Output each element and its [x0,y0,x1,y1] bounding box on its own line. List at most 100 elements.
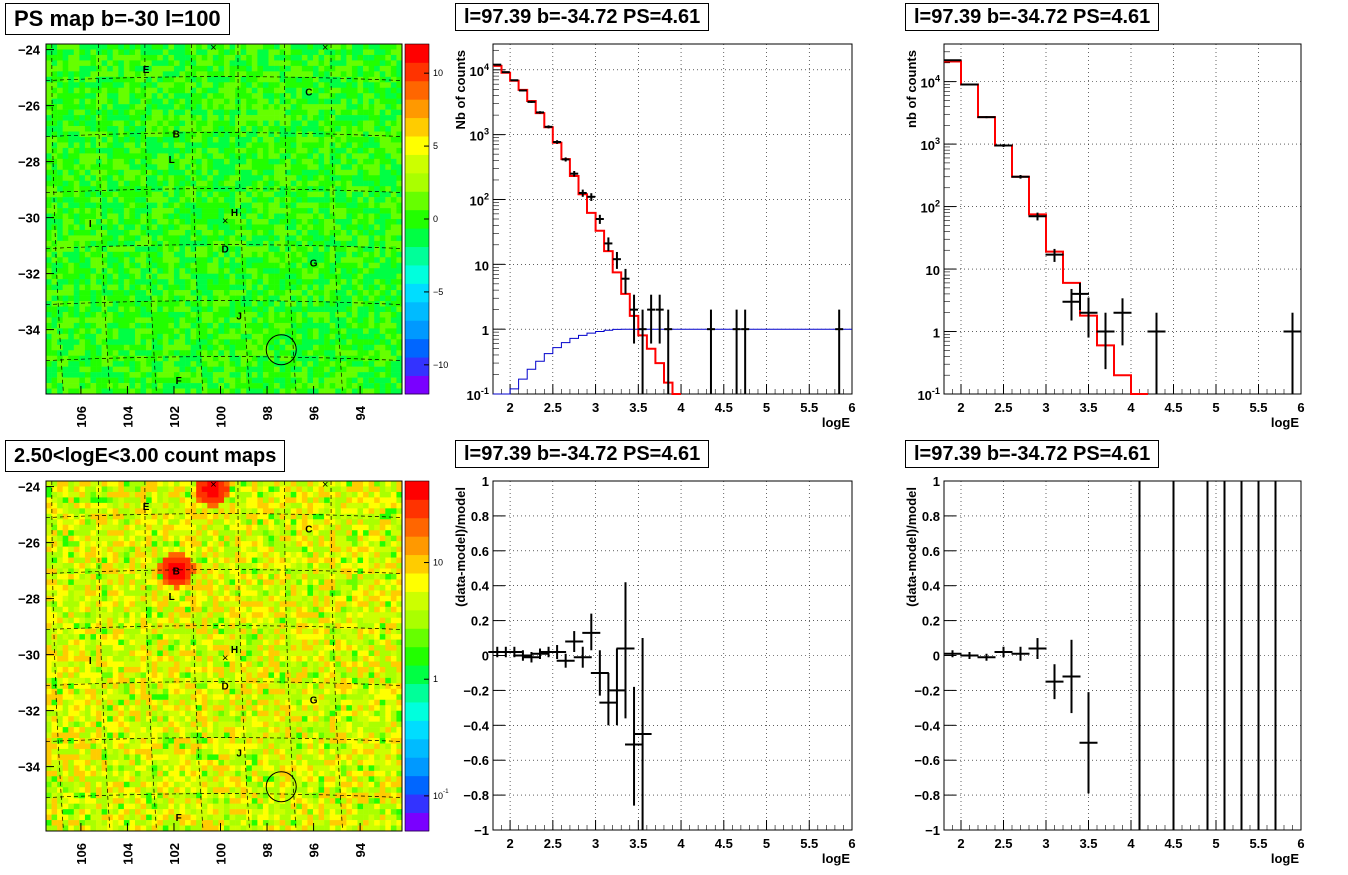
spectrum-rebinned-y-tick-label: 102 [920,199,940,216]
colorbar-segment [405,481,429,500]
source-label-J: J [236,749,242,760]
residuals-rebinned-y-axis-label: (data-model)/model [904,487,919,607]
residuals-rebinned-y-tick-label: 0.6 [922,544,940,559]
colorbar-segment [405,517,429,537]
residuals-rebinned-x-tick-label: 6 [1297,836,1304,851]
source-label-F: F [176,376,182,387]
colorbar-segment [405,738,429,758]
map-x-tick-label: 104 [120,842,135,864]
residuals-rebinned-data-point [943,650,962,658]
map-x-tick-label: 98 [260,843,275,857]
spectrum-rebinned-x-tick-label: 2 [957,400,964,415]
map-y-tick-label: −30 [18,211,40,226]
spectrum-rebinned-data-point [994,144,1013,147]
colorbar-segment [405,499,429,519]
residuals-data-point [513,650,532,661]
spectrum-rebinned-x-tick-label: 6 [1297,400,1304,415]
colorbar-segment [405,812,429,832]
spectrum-y-tick-label: 102 [469,191,489,208]
spectrum-rebinned-y-tick-label: 10 [926,263,940,278]
residuals-data-point [599,672,618,726]
residuals-rebinned-y-tick-label: 0.2 [922,614,940,629]
colorbar-frame [404,480,430,832]
colorbar-segment [405,702,429,721]
map-y-tick-label: −34 [18,760,41,775]
residuals-rebinned-data-point [960,652,979,659]
colorbar-segment [405,338,429,358]
spectrum-y-tick-label: 10-1 [466,386,489,403]
spectrum-x-tick-label: 5 [763,400,770,415]
graticule-parallel [45,244,403,249]
residuals-y-tick-label: −0.8 [463,788,489,803]
graticule-meridian [284,43,297,395]
spectrum-x-tick-label: 4.5 [715,400,733,415]
colorbar-segment [405,757,429,777]
source-label-H: H [231,208,238,219]
map-x-tick-label: 102 [167,843,182,865]
residuals-rebinned-data-point [1028,638,1047,659]
spectrum-rebinned-data-point [1147,312,1166,394]
spectrum-x-tick-label: 2 [506,400,513,415]
source-label-J: J [236,312,242,323]
source-label-E: E [143,65,150,76]
residuals-rebinned-y-tick-label: 0.4 [922,579,941,594]
colorbar-segment [405,628,429,648]
map-x-tick-label: 102 [167,406,182,428]
spectrum-x-tick-label: 5.5 [800,400,818,415]
spectrum-y-tick-label: 10 [475,258,489,273]
colorbar-segment [405,375,429,395]
spectrum-x-axis-label: logE [822,415,850,430]
colorbar-tick-label: −5 [433,287,443,297]
residuals-data-point [556,653,575,668]
residuals-rebinned-frame [943,480,1302,831]
spectrum-data-point [493,63,502,66]
residuals-x-axis-label: logE [822,851,850,866]
spectrum-rebinned-x-tick-label: 4.5 [1164,400,1182,415]
colorbar-segment [405,246,429,266]
spectrum-data-point [570,170,579,177]
residuals-rebinned-x-tick-label: 5.5 [1249,836,1267,851]
source-label-I: I [89,219,92,230]
residuals-y-tick-label: 1 [482,474,489,489]
spectrum-data-point [604,237,613,252]
residuals-y-tick-label: 0.8 [471,509,489,524]
map-y-tick-label: −24 [18,480,41,495]
source-label-H: H [231,645,238,656]
residuals-x-tick-label: 2 [506,836,513,851]
map-x-tick-label: 100 [214,843,229,865]
residuals-y-tick-label: 0.6 [471,544,489,559]
source-label-I: I [89,656,92,667]
map-y-tick-label: −28 [18,155,40,170]
residuals-y-tick-label: 0.4 [471,579,490,594]
residuals-y-tick-label: −1 [474,823,489,838]
graticule-meridian [284,480,297,832]
colorbar-segment [405,665,429,685]
residuals-rebinned-x-axis-label: logE [1271,851,1299,866]
graticule-parallel [45,132,403,137]
spectrum-rebinned-y-tick-label: 10-1 [917,386,940,403]
residuals-rebinned-data-point [1011,646,1030,661]
graticule-meridian [191,480,204,832]
graticule-meridian [237,43,250,395]
graticule-parallel [45,356,403,361]
source-label-L: L [169,155,175,166]
source-label-E: E [143,502,150,513]
residuals-data-point [565,631,584,653]
spectrum-rebinned-model-histogram [944,60,1148,395]
residuals-rebinned-y-tick-label: 0.8 [922,509,940,524]
colorbar-segment [405,172,429,192]
colorbar-segment [405,554,429,574]
residuals-frame [492,480,853,831]
graticule-meridian [98,480,111,832]
colorbar-segment [405,720,429,740]
residuals-x-tick-label: 5 [763,836,770,851]
residuals-data-point [582,613,601,651]
graticule-parallel [45,681,403,686]
spectrum-rebinned-x-tick-label: 4 [1127,400,1135,415]
spectrum-data-point [741,309,750,394]
colorbar-segment [405,536,429,556]
residuals-rebinned-x-tick-label: 4.5 [1164,836,1182,851]
ps-map-title: PS map b=-30 l=100 [5,3,230,35]
map-x-tick-label: 106 [74,406,89,428]
